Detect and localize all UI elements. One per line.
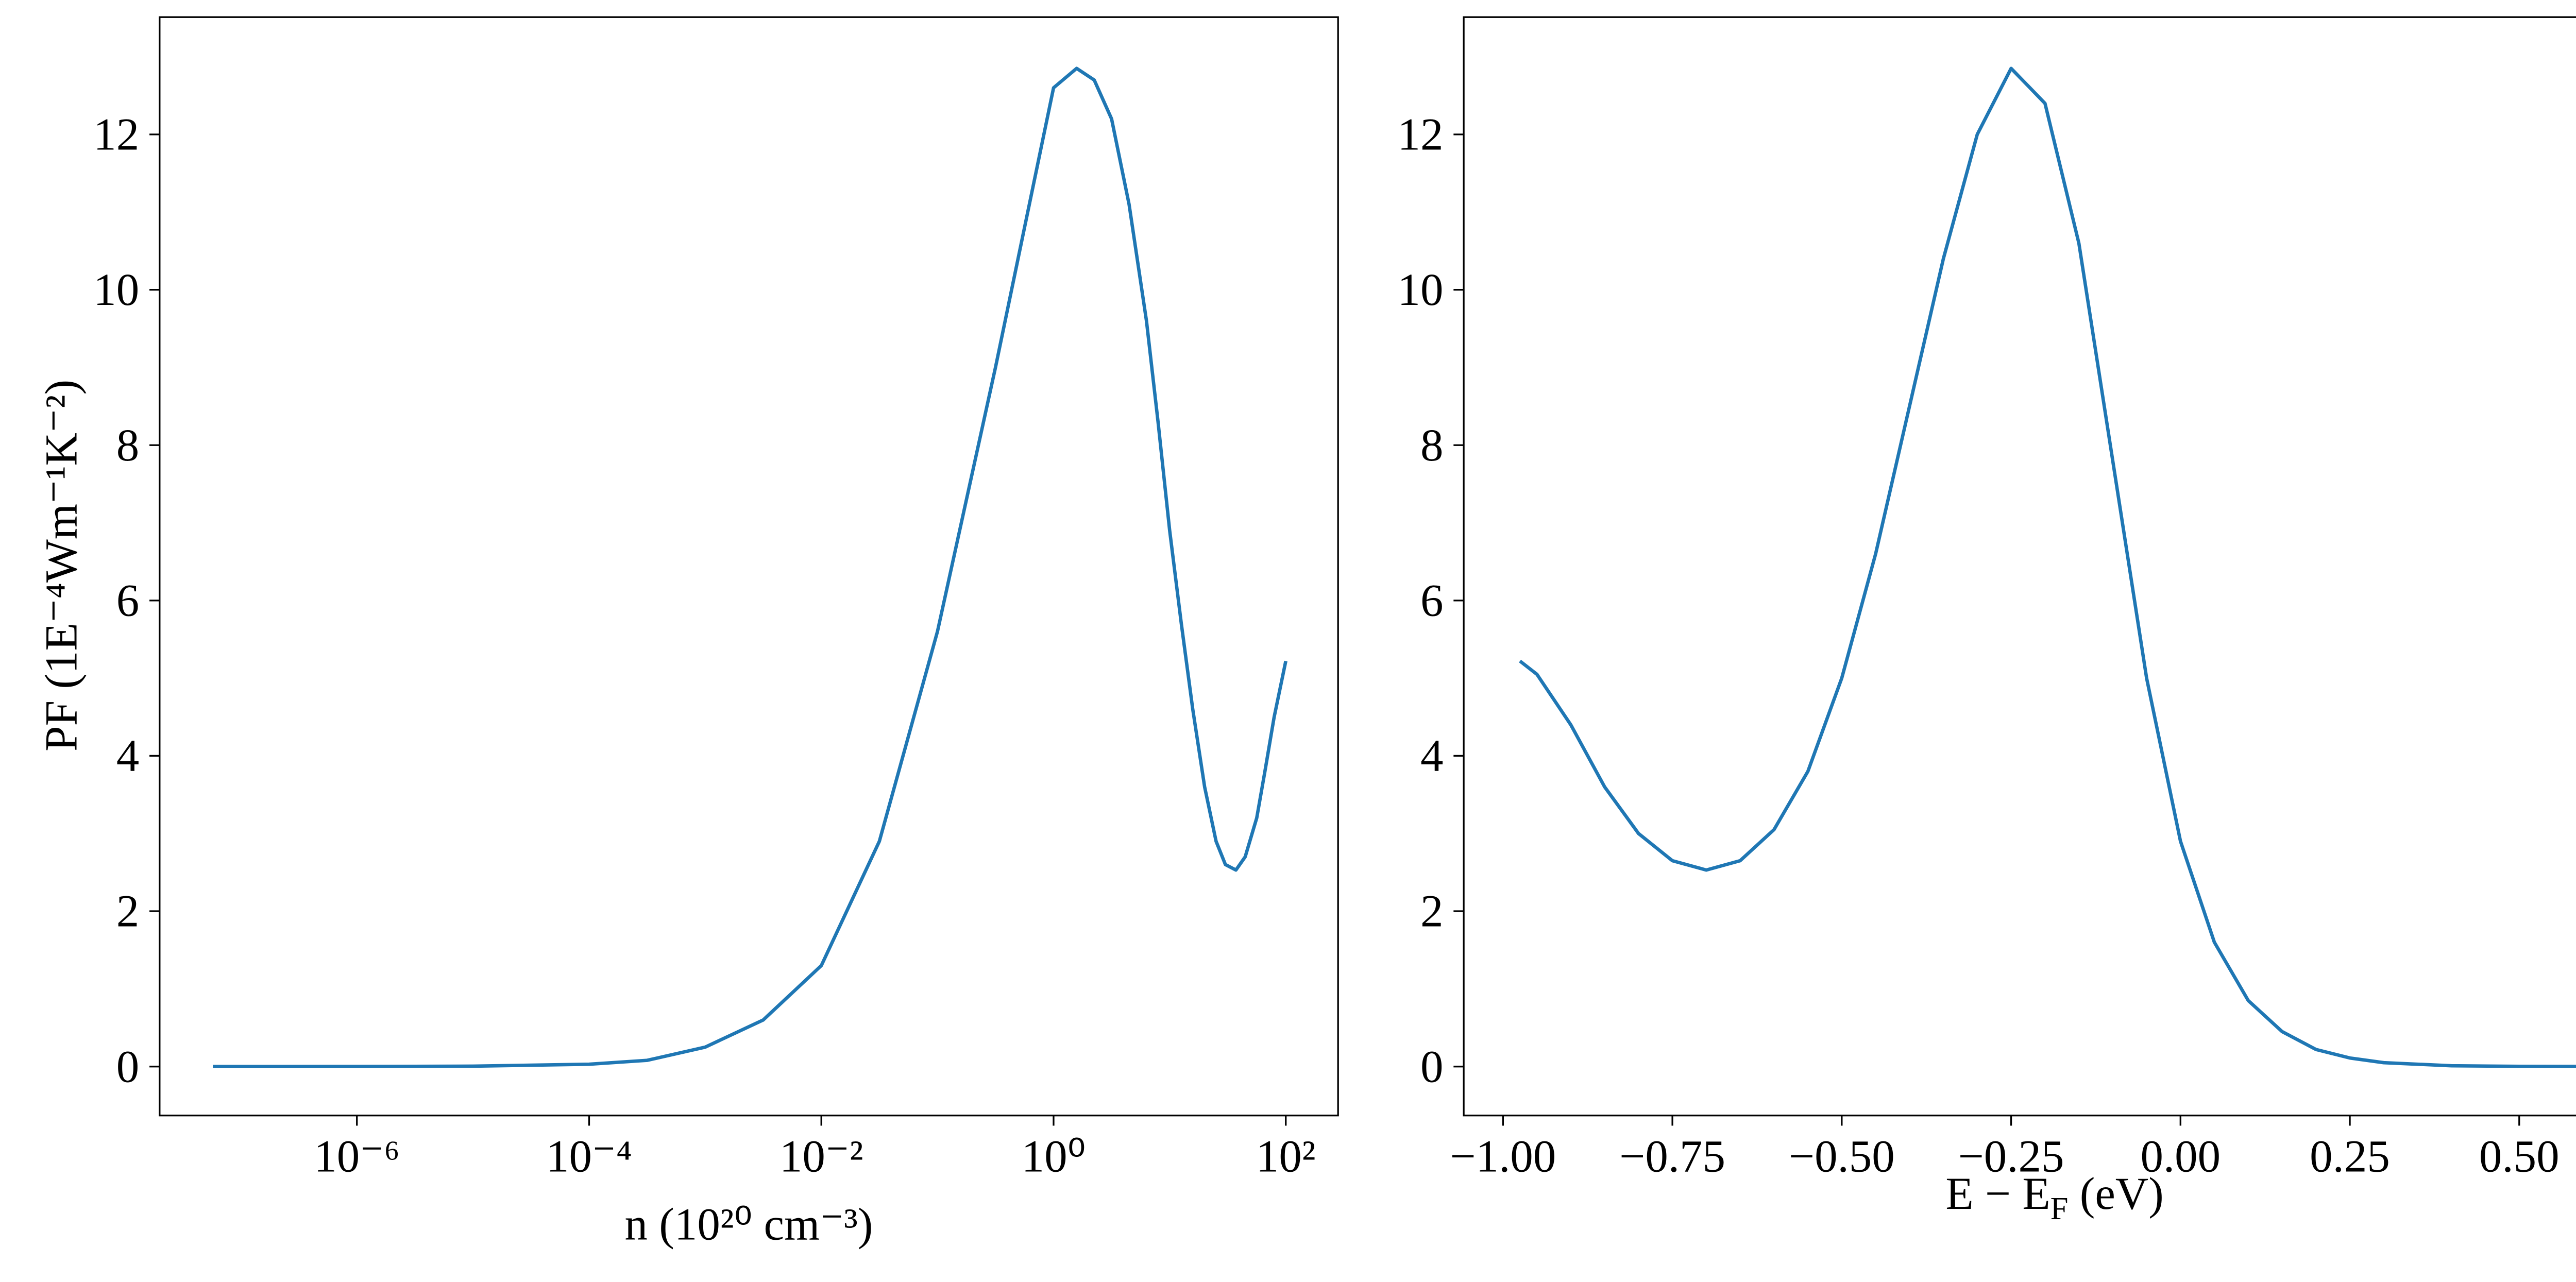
x-tick-label: −0.50 [1789, 1131, 1895, 1182]
x-axis-label: E − EF (eV) [1945, 1169, 2163, 1226]
x-tick-label: −0.75 [1619, 1131, 1725, 1182]
x-axis-label-part: F [2050, 1190, 2069, 1226]
subplot: 0 2 4 6 8 10 12 −1.00 −0.75 −0.50 −0.25 0.00 0.25 0.5… [1398, 16, 2576, 1226]
x-tick-label: 10⁻² [779, 1131, 863, 1182]
y-tick-label: 0 [1420, 1041, 1443, 1092]
x-axis-label-part: (eV) [2069, 1169, 2164, 1219]
x-tick-label: 0.00 [2140, 1131, 2221, 1182]
data-line [213, 66, 1287, 1068]
y-tick-label: 6 [116, 575, 139, 626]
x-tick-label: 0.50 [2479, 1131, 2560, 1182]
y-axis-label: PF (1E⁻⁴Wm⁻¹K⁻²) [36, 380, 87, 751]
x-tick-label: −0.25 [1958, 1131, 2064, 1182]
y-tick-label: 12 [93, 110, 139, 160]
x-tick-label: −1.00 [1450, 1131, 1556, 1182]
y-tick-label: 4 [116, 731, 139, 781]
data-line [1519, 66, 2576, 1068]
y-tick-label: 2 [1420, 886, 1443, 937]
x-tick-label: 0.25 [2310, 1131, 2390, 1182]
x-axis-label: n (10²⁰ cm⁻³) [625, 1199, 873, 1250]
y-tick-label: 8 [116, 420, 139, 471]
y-tick-label: 4 [1420, 731, 1443, 781]
x-tick-label: 10⁻⁶ [314, 1131, 400, 1182]
y-tick-label: 2 [116, 886, 139, 937]
x-axis-label-part: E − E [1945, 1169, 2050, 1219]
x-tick-label: 10⁰ [1022, 1131, 1086, 1182]
y-tick-label: 10 [93, 265, 139, 315]
y-tick-label: 0 [116, 1041, 139, 1092]
y-tick-label: 8 [1420, 420, 1443, 471]
y-tick-label: 10 [1398, 265, 1444, 315]
y-tick-label: 6 [1420, 575, 1443, 626]
x-tick-label: 10² [1256, 1131, 1316, 1182]
x-tick-label: 10⁻⁴ [546, 1131, 632, 1182]
x-axis-label-part: n (10²⁰ cm⁻³) [625, 1199, 873, 1250]
axes-frame [159, 16, 1339, 1117]
axes-frame [1463, 16, 2576, 1117]
subplot: 0 2 4 6 8 10 12 10⁻⁶ 10⁻⁴ 10⁻² 10⁰ 10² n (10²⁰ cm⁻³)… [36, 16, 1339, 1250]
y-tick-label: 12 [1398, 110, 1444, 160]
